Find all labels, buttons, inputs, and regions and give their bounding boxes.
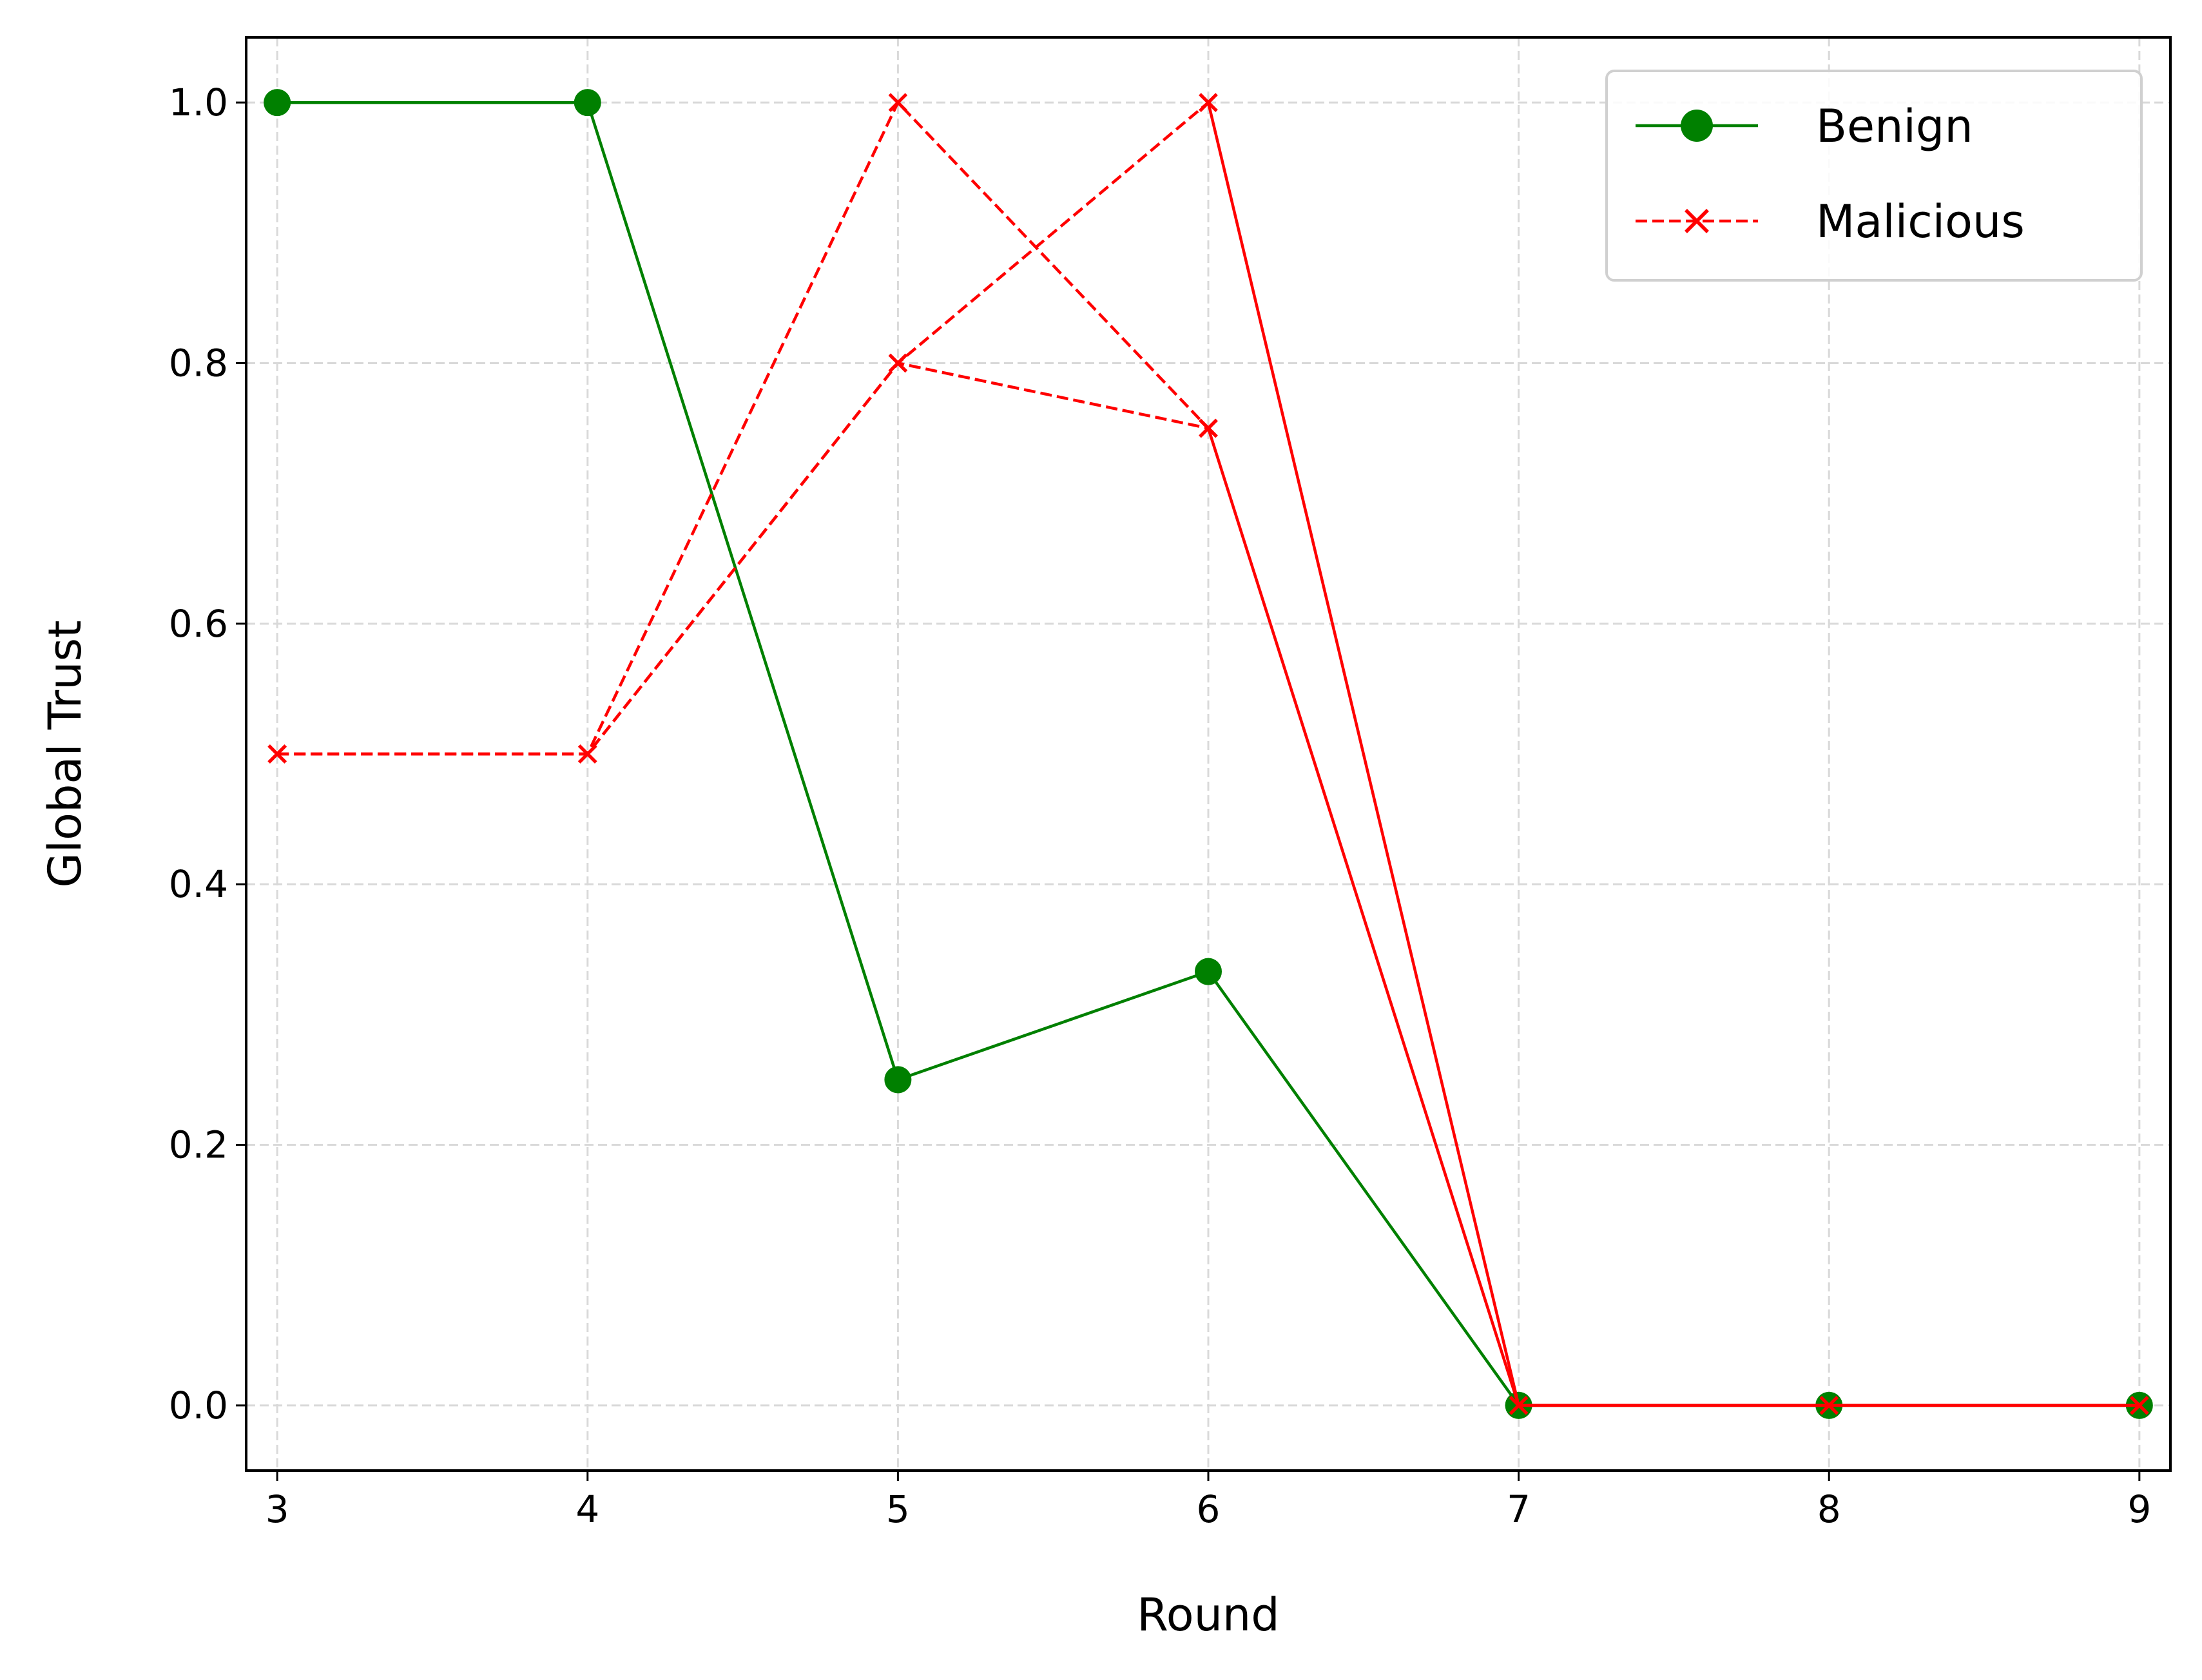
y-axis-label: Global Trust — [39, 620, 92, 887]
data-point-malicious — [888, 93, 908, 112]
x-tick-label: 3 — [266, 1487, 289, 1531]
y-tick-label: 0.2 — [169, 1123, 228, 1167]
x-axis-label: Round — [1137, 1588, 1279, 1641]
data-point-malicious — [578, 744, 597, 764]
data-point-malicious — [1509, 1396, 1529, 1415]
data-point-benign — [574, 89, 601, 117]
x-tick-label: 4 — [575, 1487, 599, 1531]
y-tick-label: 0.8 — [169, 341, 228, 385]
x-tick-label: 9 — [2127, 1487, 2151, 1531]
legend-box — [1605, 70, 2143, 282]
data-point-benign — [264, 89, 291, 117]
data-point-malicious — [888, 353, 908, 373]
series-line-malicious — [277, 362, 1209, 756]
y-tick-label: 0.0 — [169, 1384, 228, 1427]
legend-marker — [1685, 209, 1709, 233]
y-tick-label: 0.4 — [169, 862, 228, 906]
data-point-benign — [884, 1066, 912, 1094]
legend-marker — [1681, 110, 1713, 142]
data-point-malicious — [2130, 1396, 2149, 1415]
legend-label: Malicious — [1816, 195, 2025, 248]
x-tick-label: 5 — [886, 1487, 910, 1531]
y-tick-label: 0.6 — [169, 602, 228, 646]
legend-entry-malicious: Malicious — [1636, 195, 2025, 248]
x-tick-label: 6 — [1197, 1487, 1221, 1531]
data-point-malicious — [1199, 418, 1218, 438]
legend: Benign Malicious — [1605, 70, 2143, 282]
data-point-benign — [1195, 958, 1222, 985]
data-point-malicious — [267, 744, 287, 764]
data-point-malicious — [1819, 1396, 1839, 1415]
data-point-malicious — [1199, 93, 1218, 112]
x-tick-label: 7 — [1507, 1487, 1531, 1531]
series-malicious-5 — [1199, 93, 2149, 1415]
x-tick-label: 8 — [1817, 1487, 1841, 1531]
series-line-malicious — [1206, 102, 2139, 1407]
ticks: 3 4 5 6 7 8 9 0.0 0.2 0.4 0.6 0.8 1.0 — [169, 81, 2152, 1531]
y-tick-label: 1.0 — [169, 81, 228, 124]
legend-label: Benign — [1816, 100, 1973, 153]
legend-entry-benign: Benign — [1636, 100, 1973, 153]
series-layer — [264, 89, 2153, 1419]
